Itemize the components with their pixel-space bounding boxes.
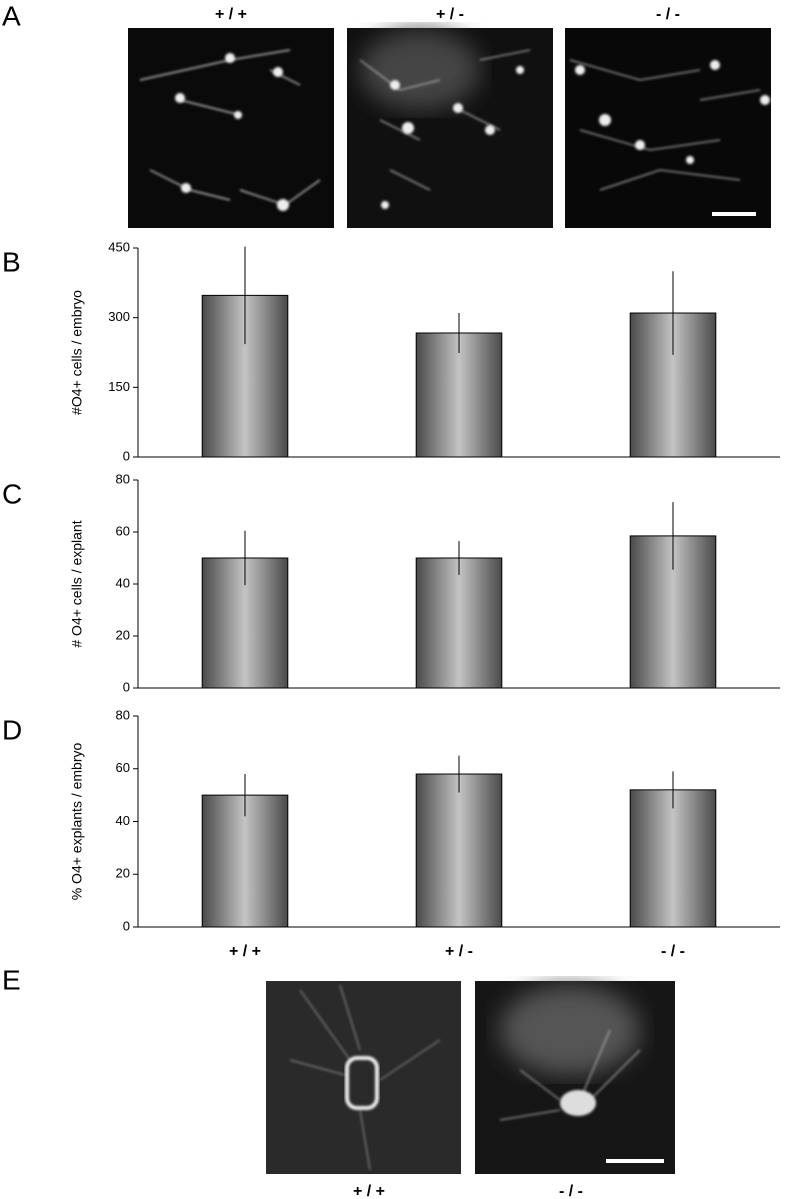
y-tick-label: 80 <box>116 471 130 486</box>
y-tick-label: 300 <box>108 309 130 324</box>
y-tick-label: 60 <box>116 523 130 538</box>
y-axis-label: % O4+ explants / embryo <box>69 743 85 901</box>
micrograph <box>475 981 675 1174</box>
y-axis-label: #O4+ cells / embryo <box>69 290 85 415</box>
panel-label: D <box>2 714 22 745</box>
bar <box>415 332 503 458</box>
panel-label: B <box>2 246 21 277</box>
image-caption: - / - <box>559 1183 583 1199</box>
micrograph <box>347 28 553 228</box>
bar <box>415 557 503 689</box>
panel-label: E <box>2 964 21 995</box>
y-tick-label: 40 <box>116 813 130 828</box>
image-caption: + / + <box>353 1183 385 1199</box>
bar <box>201 794 289 928</box>
y-tick-label: 450 <box>108 239 130 254</box>
y-tick-label: 150 <box>108 379 130 394</box>
image-caption: + / - <box>436 6 464 23</box>
y-axis-label: # O4+ cells / explant <box>69 520 85 647</box>
y-tick-label: 20 <box>116 866 130 881</box>
x-tick-label: - / - <box>661 943 685 960</box>
bar <box>415 773 503 928</box>
y-tick-label: 0 <box>123 448 130 463</box>
micrograph <box>565 28 771 228</box>
x-tick-label: + / - <box>445 943 473 960</box>
y-tick-label: 60 <box>116 760 130 775</box>
micrograph <box>128 28 334 228</box>
panel-label: C <box>2 478 22 509</box>
image-caption: - / - <box>656 6 680 23</box>
x-tick-label: + / + <box>229 943 261 960</box>
y-tick-label: 80 <box>116 707 130 722</box>
image-caption: + / + <box>215 6 247 23</box>
y-tick-label: 0 <box>123 679 130 694</box>
y-tick-label: 0 <box>123 918 130 933</box>
micrograph <box>266 981 461 1174</box>
y-tick-label: 20 <box>116 627 130 642</box>
panel-label: A <box>2 0 21 31</box>
bar <box>629 789 717 928</box>
y-tick-label: 40 <box>116 575 130 590</box>
